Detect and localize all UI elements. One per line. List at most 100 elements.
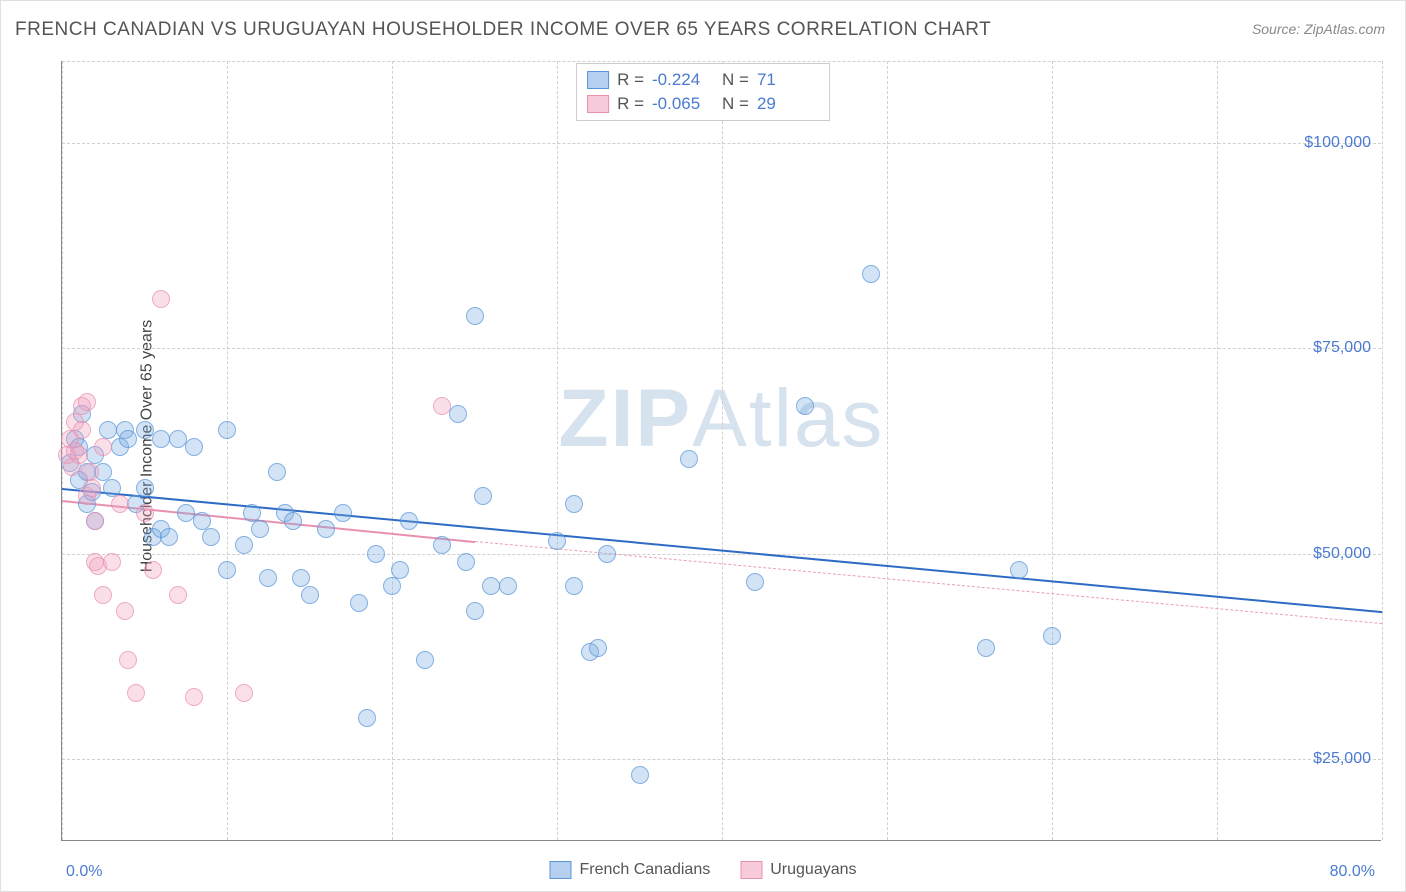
data-point [251,520,269,538]
gridline-v [392,61,393,840]
data-point [111,495,129,513]
data-point [177,504,195,522]
data-point [433,397,451,415]
data-point [268,463,286,481]
data-point [136,479,154,497]
data-point [565,577,583,595]
legend-item-french: French Canadians [549,861,710,879]
r-value-1: -0.224 [652,70,714,90]
plot-area: ZIPAtlas $25,000$50,000$75,000$100,000 [61,61,1381,841]
data-point [259,569,277,587]
data-point [1043,627,1061,645]
data-point [416,651,434,669]
data-point [317,520,335,538]
data-point [70,446,88,464]
n-value-2: 29 [757,94,819,114]
data-point [367,545,385,563]
y-tick-label: $100,000 [1304,134,1371,152]
data-point [977,639,995,657]
y-tick-label: $75,000 [1313,339,1371,357]
data-point [862,265,880,283]
data-point [301,586,319,604]
data-point [152,430,170,448]
chart-source: Source: ZipAtlas.com [1252,21,1385,37]
legend-swatch-pink-icon [740,861,762,879]
data-point [193,512,211,530]
data-point [86,512,104,530]
stats-row-2: R = -0.065 N = 29 [587,92,819,116]
data-point [565,495,583,513]
data-point [383,577,401,595]
data-point [449,405,467,423]
gridline-v [887,61,888,840]
data-point [1010,561,1028,579]
data-point [169,430,187,448]
data-point [185,438,203,456]
legend-label-french: French Canadians [579,861,710,879]
gridline-v [1382,61,1383,840]
chart-container: FRENCH CANADIAN VS URUGUAYAN HOUSEHOLDER… [0,0,1406,892]
data-point [466,602,484,620]
gridline-v [227,61,228,840]
swatch-pink-icon [587,95,609,113]
r-label-1: R = [617,70,644,90]
data-point [796,397,814,415]
x-max-label: 80.0% [1330,863,1375,881]
data-point [103,479,121,497]
data-point [119,651,137,669]
data-point [235,536,253,554]
data-point [400,512,418,530]
data-point [94,438,112,456]
data-point [499,577,517,595]
data-point [185,688,203,706]
gridline-v [1217,61,1218,840]
data-point [99,421,117,439]
data-point [152,290,170,308]
data-point [83,479,101,497]
data-point [457,553,475,571]
data-point [474,487,492,505]
n-value-1: 71 [757,70,819,90]
stats-row-1: R = -0.224 N = 71 [587,68,819,92]
r-value-2: -0.065 [652,94,714,114]
data-point [466,307,484,325]
bottom-legend: French Canadians Uruguayans [549,861,856,879]
stats-legend: R = -0.224 N = 71 R = -0.065 N = 29 [576,63,830,121]
gridline-v [557,61,558,840]
n-label-2: N = [722,94,749,114]
data-point [81,463,99,481]
legend-swatch-blue-icon [549,861,571,879]
n-label-1: N = [722,70,749,90]
data-point [103,553,121,571]
chart-title: FRENCH CANADIAN VS URUGUAYAN HOUSEHOLDER… [15,19,991,41]
y-tick-label: $25,000 [1313,750,1371,768]
data-point [160,528,178,546]
data-point [631,766,649,784]
data-point [548,532,566,550]
data-point [680,450,698,468]
data-point [589,639,607,657]
data-point [391,561,409,579]
gridline-v [1052,61,1053,840]
data-point [169,586,187,604]
r-label-2: R = [617,94,644,114]
data-point [94,586,112,604]
data-point [116,602,134,620]
data-point [746,573,764,591]
data-point [358,709,376,727]
data-point [433,536,451,554]
data-point [292,569,310,587]
legend-item-uruguayan: Uruguayans [740,861,856,879]
x-min-label: 0.0% [66,863,102,881]
data-point [119,430,137,448]
data-point [136,421,154,439]
gridline-v [722,61,723,840]
data-point [235,684,253,702]
data-point [334,504,352,522]
swatch-blue-icon [587,71,609,89]
data-point [350,594,368,612]
data-point [136,504,154,522]
data-point [78,393,96,411]
data-point [202,528,220,546]
data-point [218,561,236,579]
